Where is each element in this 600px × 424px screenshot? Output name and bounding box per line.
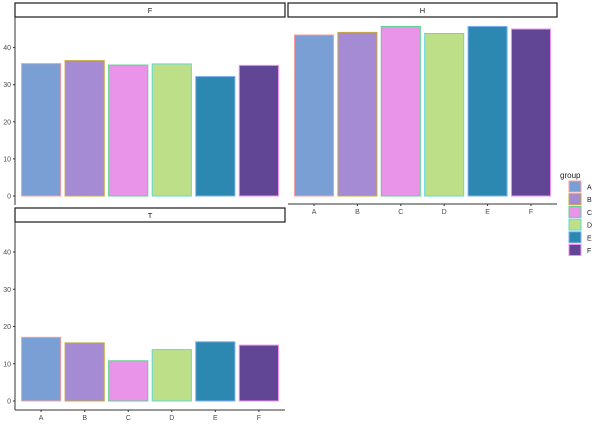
bar-T-B [64,342,105,402]
legend-key-B [568,193,582,206]
legend-label-D: D [587,223,592,230]
bar-H-F [510,28,551,197]
x-tick-label: A [39,415,44,422]
legend-key-F [568,244,582,256]
x-tick-label: B [355,209,360,216]
y-tick-label: 40 [3,250,11,257]
y-tick-label: 20 [3,324,11,331]
x-tick-label: D [169,415,174,422]
y-tick-label: 0 [7,399,11,406]
facet-strip [287,2,558,18]
bar-T-F [238,344,279,402]
x-tick-label: F [529,209,533,216]
x-tick-label: E [485,209,490,216]
legend-title: group [560,171,581,180]
legend-label-A: A [587,185,592,192]
bar-T-C [108,360,149,402]
bar-T-D [151,349,192,402]
legend-key-D [568,218,582,231]
x-tick-label: E [213,415,218,422]
bar-H-B [337,31,378,197]
facet-strip [14,2,286,18]
facet-panel-F: F 0 10 20 30 40 [3,2,286,205]
legend-key-C [568,205,582,218]
y-tick-label: 30 [3,82,11,89]
facet-panel-T: T A B C D E F 0 10 20 30 40 [3,207,286,422]
bar-H-E [467,25,508,197]
legend-label-F: F [587,248,591,255]
y-tick-label: 20 [3,119,11,126]
facet-strip-label: T [148,211,153,220]
x-tick-label: A [312,209,317,216]
bar-F-A [21,63,62,197]
legend-key-E [568,231,582,244]
facet-strip [14,207,286,223]
bar-T-E [195,341,236,402]
bar-H-D [424,33,465,197]
y-tick-label: 10 [3,156,11,163]
x-tick-label: F [257,415,261,422]
x-tick-label: C [398,209,403,216]
legend-label-E: E [587,235,592,242]
bar-H-C [380,25,421,197]
facet-strip-label: F [148,6,153,15]
bar-F-B [64,60,105,197]
bar-F-F [238,64,279,197]
legend-label-C: C [587,210,592,217]
y-tick-label: 10 [3,361,11,368]
legend-label-B: B [587,197,592,204]
x-tick-label: C [126,415,131,422]
bar-T-A [21,336,62,402]
y-tick-label: 30 [3,287,11,294]
facet-strip-label: H [420,6,425,15]
bar-F-D [151,63,192,197]
y-tick-label: 0 [7,194,11,201]
legend-key-A [568,180,582,193]
y-tick-label: 40 [3,45,11,52]
bar-F-C [108,64,149,197]
facet-panel-H: H A B C D E F [287,2,558,216]
bar-F-E [195,76,236,197]
x-tick-label: D [442,209,447,216]
bar-H-A [294,34,335,197]
x-tick-label: B [82,415,87,422]
